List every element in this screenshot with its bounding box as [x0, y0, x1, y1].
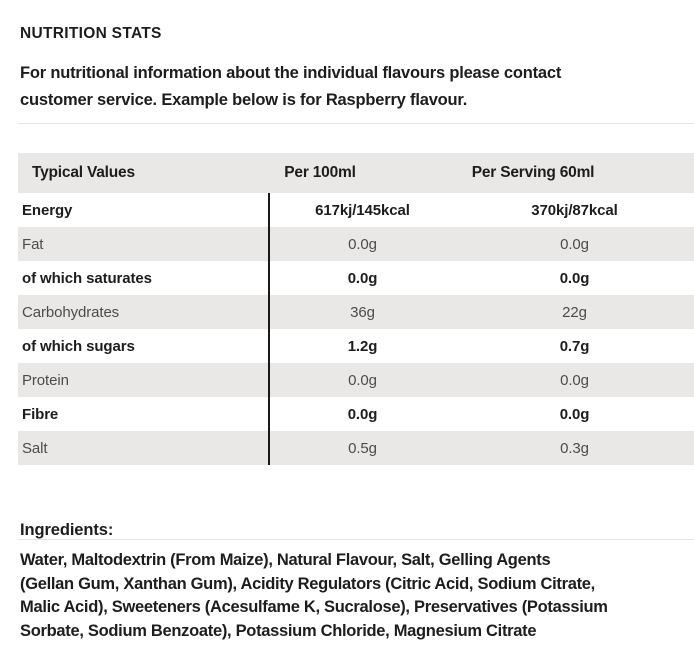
ingredients-text: Water, Maltodextrin (From Maize), Natura…: [20, 549, 688, 643]
value-per-serving: 0.7g: [559, 337, 590, 355]
ingredients-line: Water, Maltodextrin (From Maize), Natura…: [20, 551, 551, 569]
column-header-per-serving: Per Serving 60ml: [471, 164, 595, 181]
intro-line: customer service. Example below is for R…: [20, 91, 468, 109]
row-label: Fat: [22, 235, 44, 253]
row-label: Salt: [22, 439, 48, 457]
row-label: Carbohydrates: [22, 303, 120, 321]
intro-line: For nutritional information about the in…: [20, 64, 562, 82]
table-row-sugars: of which sugars 1.2g 0.7g: [18, 329, 694, 363]
table-row-saturates: of which saturates 0.0g 0.0g: [18, 261, 694, 295]
ingredients-line: Malic Acid), Sweeteners (Acesulfame K, S…: [20, 598, 608, 616]
value-per-100ml: 0.0g: [268, 397, 455, 431]
row-label: Protein: [22, 371, 69, 389]
value-per-serving: 0.0g: [560, 371, 589, 389]
table-row-carbohydrates: Carbohydrates 36g 22g: [18, 295, 694, 329]
value-per-100ml: 1.2g: [268, 329, 455, 363]
value-per-100ml: 617kj/145kcal: [268, 193, 455, 227]
table-row-energy: Energy 617kj/145kcal 370kj/87kcal: [18, 193, 694, 227]
intro-text: For nutritional information about the in…: [20, 60, 680, 114]
ingredients-line: (Gellan Gum, Xanthan Gum), Acidity Regul…: [20, 574, 595, 593]
row-label: Fibre: [22, 405, 59, 423]
value-per-100ml: 0.0g: [268, 227, 455, 261]
table-row-protein: Protein 0.0g 0.0g: [18, 363, 694, 397]
row-label: Energy: [22, 201, 73, 219]
divider-ingredients: [18, 539, 694, 540]
value-per-100ml: 0.5g: [268, 431, 455, 465]
value-per-serving: 0.0g: [559, 405, 590, 423]
value-per-100ml: 36g: [268, 295, 455, 329]
page-title: NUTRITION STATS: [20, 24, 162, 42]
ingredients-title: Ingredients:: [20, 520, 114, 539]
value-per-serving: 0.0g: [560, 235, 589, 253]
row-label: of which sugars: [22, 337, 135, 355]
value-per-100ml: 0.0g: [268, 261, 455, 295]
table-row-fat: Fat 0.0g 0.0g: [18, 227, 694, 261]
table-row-fibre: Fibre 0.0g 0.0g: [18, 397, 694, 431]
column-header-typical-values: Typical Values: [32, 164, 135, 181]
nutrition-table: Typical Values Per 100ml Per Serving 60m…: [18, 153, 694, 465]
value-per-serving: 0.3g: [560, 439, 589, 457]
value-per-serving: 22g: [562, 303, 587, 321]
value-per-100ml: 0.0g: [268, 363, 455, 397]
table-header-row: Typical Values Per 100ml Per Serving 60m…: [18, 153, 694, 193]
column-header-spacer: [666, 153, 694, 193]
table-row-salt: Salt 0.5g 0.3g: [18, 431, 694, 465]
value-per-serving: 370kj/87kcal: [531, 201, 618, 219]
ingredients-line: Sorbate, Sodium Benzoate), Potassium Chl…: [20, 621, 537, 640]
row-label: of which saturates: [22, 269, 152, 287]
divider-top: [18, 123, 694, 124]
value-per-serving: 0.0g: [559, 269, 590, 287]
column-header-per-100ml: Per 100ml: [284, 164, 356, 181]
